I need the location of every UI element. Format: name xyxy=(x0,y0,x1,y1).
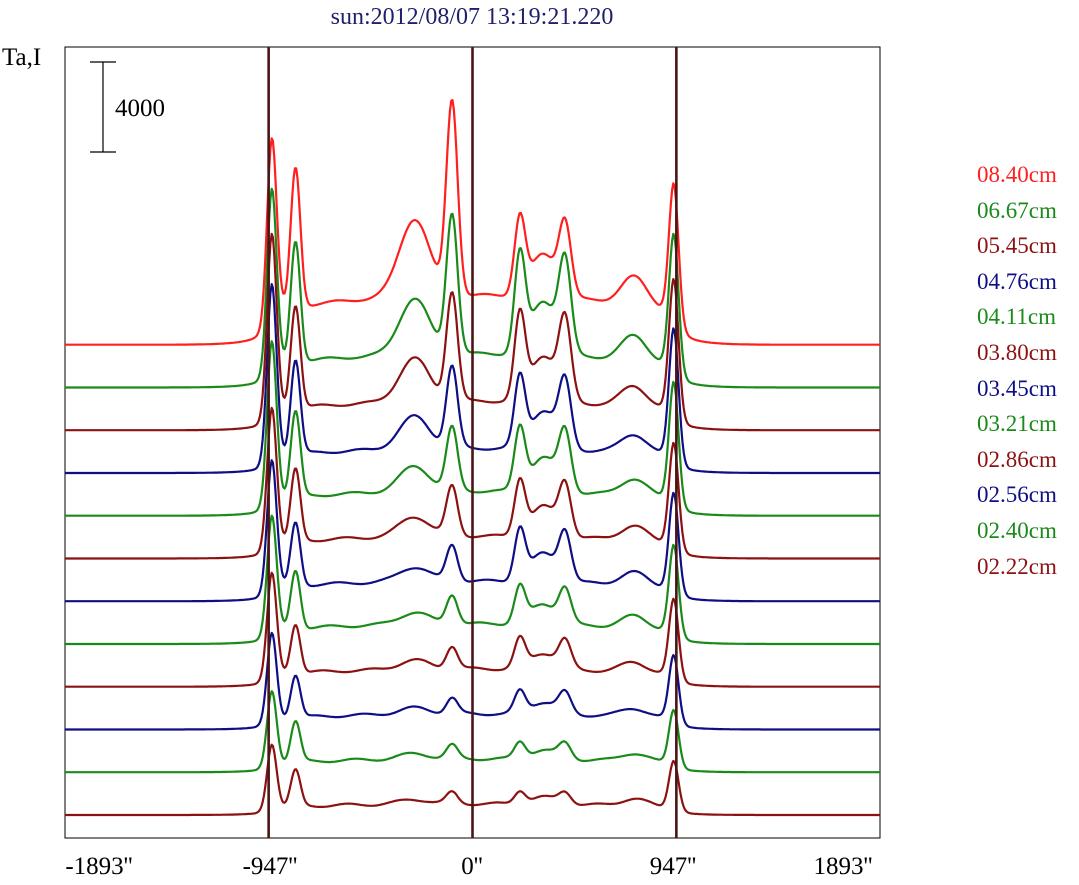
legend-item: 02.22cm xyxy=(977,553,1057,579)
x-tick-label: 0'' xyxy=(461,853,483,880)
legend-item: 03.80cm xyxy=(977,339,1057,365)
legend-item: 03.45cm xyxy=(977,375,1057,401)
legend: 08.40cm 06.67cm 05.45cm 04.76cm 04.11cm 03.80… xyxy=(977,157,1079,584)
chart-title: sun:2012/08/07 13:19:21.220 xyxy=(330,4,614,30)
x-axis-tick-labels: -1893'' -947'' 0'' 947'' 1893'' xyxy=(0,853,944,883)
x-tick-label: 1893'' xyxy=(813,853,873,880)
x-tick-label: -1893'' xyxy=(65,853,133,880)
legend-item: 02.56cm xyxy=(977,482,1057,508)
x-tick-label: 947'' xyxy=(649,853,697,880)
legend-item: 08.40cm xyxy=(977,162,1057,187)
legend-item: 04.76cm xyxy=(977,268,1057,294)
legend-item: 04.11cm xyxy=(977,304,1056,330)
scale-bar-label: 4000 xyxy=(115,95,165,122)
legend-item: 03.21cm xyxy=(977,411,1057,437)
legend-item: 05.45cm xyxy=(977,233,1057,259)
x-tick-label: -947'' xyxy=(242,853,298,880)
legend-item: 06.67cm xyxy=(977,197,1057,223)
y-axis-label: Ta,I xyxy=(2,44,42,71)
legend-item: 02.40cm xyxy=(977,517,1057,543)
legend-item: 02.86cm xyxy=(977,446,1057,472)
